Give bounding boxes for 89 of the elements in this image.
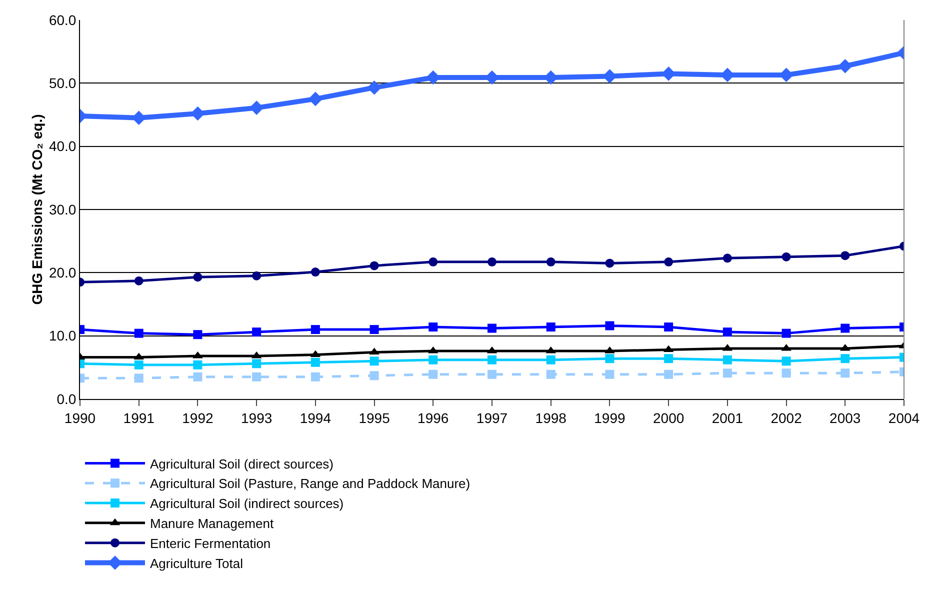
point (604, 346, 615, 354)
x-tick-label: 2000 (652, 410, 684, 426)
point (370, 371, 379, 380)
point (310, 358, 320, 367)
point (310, 268, 320, 277)
point (252, 359, 262, 368)
point (134, 360, 144, 370)
point (252, 328, 262, 337)
point (546, 355, 556, 364)
point (488, 355, 496, 364)
point (546, 322, 556, 332)
point (605, 258, 614, 268)
point (546, 257, 556, 266)
point (781, 344, 792, 351)
point (134, 374, 144, 383)
x-tick-label: 1999 (594, 410, 626, 426)
point (308, 92, 323, 106)
point (428, 355, 438, 364)
point (249, 100, 264, 115)
point (722, 254, 732, 263)
point (428, 370, 438, 379)
point (838, 58, 852, 74)
point (546, 370, 556, 379)
point (664, 354, 674, 364)
point (605, 370, 614, 379)
x-tick-label: 1993 (240, 410, 272, 426)
point (428, 257, 438, 266)
point (428, 322, 438, 332)
point (488, 257, 496, 266)
point (367, 80, 382, 95)
point (134, 328, 144, 338)
y-tick-label: 50.0 (48, 75, 76, 92)
point (193, 330, 202, 340)
point (369, 348, 380, 355)
y-tick-label: 20.0 (48, 264, 76, 281)
point (664, 370, 674, 379)
point (193, 372, 202, 382)
point (134, 276, 144, 286)
x-tick-label: 1998 (535, 410, 567, 426)
point (252, 271, 262, 280)
point (782, 356, 791, 366)
legend-label: Agriculture Total (150, 556, 244, 571)
point (840, 354, 850, 364)
x-tick-label: 2001 (712, 410, 744, 426)
point (782, 328, 791, 338)
x-tick-label: 1991 (123, 410, 155, 426)
point (190, 106, 205, 121)
point (722, 328, 732, 337)
x-tick-label: 1997 (476, 410, 508, 426)
x-tick-label: 1994 (300, 410, 332, 426)
x-tick-label: 1990 (64, 410, 96, 426)
point (252, 372, 262, 382)
point (722, 368, 732, 378)
point (664, 257, 674, 266)
point (664, 322, 674, 332)
point (193, 360, 202, 370)
y-tick-label: 40.0 (48, 138, 76, 154)
legend-label: Agricultural Soil (Pasture, Range and Paddock Manure) (150, 476, 470, 492)
point (310, 325, 320, 334)
legend-label: Manure Management (150, 516, 274, 531)
y-axis-title: GHG Emissions (Mt CO₂ eq.) (29, 114, 45, 305)
point (370, 356, 379, 366)
y-tick-label: 60.0 (48, 12, 76, 28)
legend-label: Enteric Fermentation (150, 536, 271, 551)
x-tick-label: 2002 (770, 410, 802, 426)
y-tick-label: 30.0 (48, 201, 76, 218)
y-tick-label: 10.0 (48, 328, 76, 344)
point (370, 261, 379, 270)
point (310, 372, 320, 382)
point (840, 251, 850, 260)
y-tick-label: 0.0 (56, 390, 76, 407)
point (193, 272, 202, 282)
legend-label: Agricultural Soil (indirect sources) (150, 496, 344, 512)
point (722, 355, 732, 364)
point (840, 368, 850, 378)
point (840, 324, 850, 333)
x-tick-label: 2004 (888, 410, 920, 426)
x-tick-label: 1992 (182, 410, 214, 426)
point (782, 252, 791, 262)
x-tick-label: 1995 (358, 410, 390, 426)
point (782, 368, 791, 378)
point (488, 324, 496, 333)
point (605, 354, 614, 364)
x-tick-label: 1996 (418, 410, 449, 426)
x-tick-label: 2003 (830, 410, 861, 426)
point (488, 370, 496, 379)
point (605, 321, 614, 330)
point (370, 325, 379, 334)
legend-label: Agricultural Soil (direct sources) (150, 456, 334, 472)
